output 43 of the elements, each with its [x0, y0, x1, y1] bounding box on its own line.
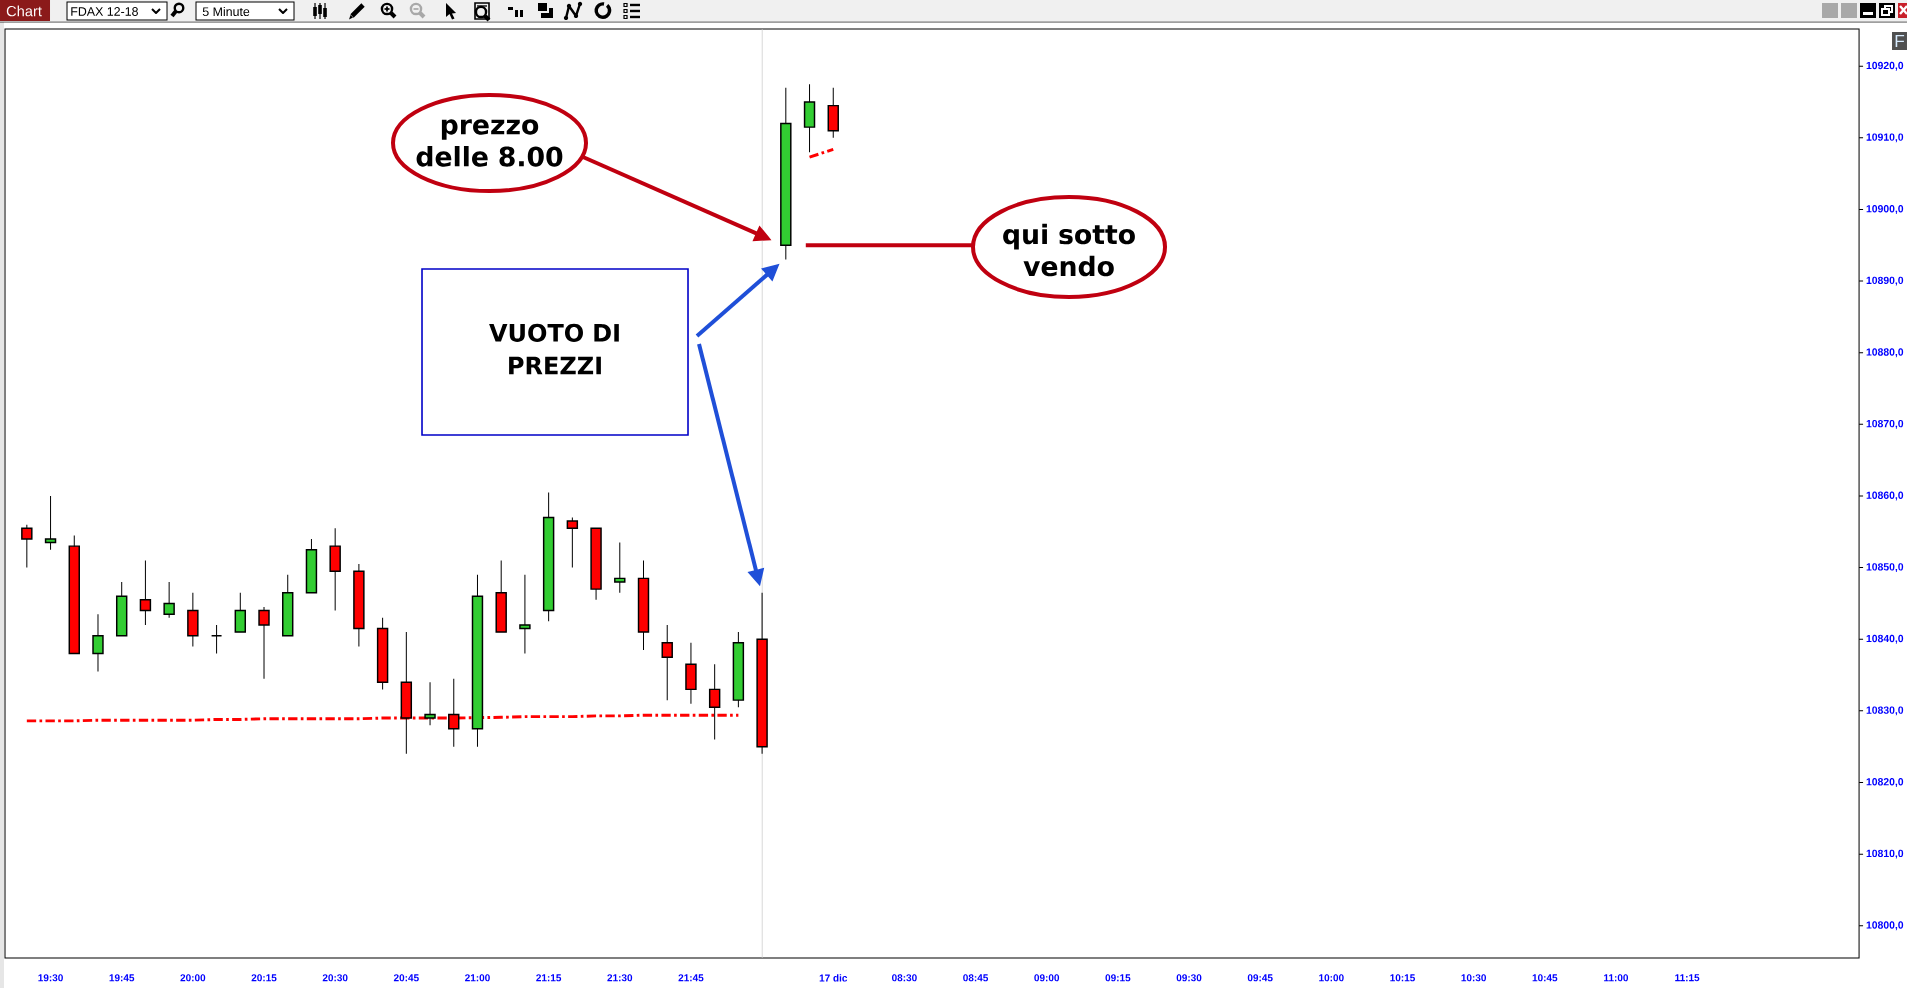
y-tick-label: 10920,0 — [1866, 61, 1904, 71]
x-tick-label: 20:00 — [180, 974, 206, 982]
x-tick-label: 10:45 — [1532, 974, 1558, 982]
y-tick-label: 10800,0 — [1866, 921, 1904, 931]
x-tick-label: 10:00 — [1319, 974, 1344, 982]
x-tick-label: 11:15 — [1675, 974, 1700, 982]
x-tick-label: 09:15 — [1105, 974, 1131, 982]
x-tick-label: 09:45 — [1247, 974, 1273, 982]
x-tick-label: 08:30 — [892, 974, 917, 982]
text: Chart — [6, 5, 42, 17]
y-tick-label: 10830,0 — [1866, 706, 1904, 716]
annotation: prezzo delle 8.00 — [416, 119, 563, 167]
annotation: VUOTO DI PREZZI — [489, 323, 619, 375]
x-tick-label: 19:30 — [38, 974, 63, 982]
y-tick-label: 10910,0 — [1866, 133, 1904, 143]
x-tick-label: 21:00 — [465, 974, 490, 982]
y-tick-label: 10850,0 — [1866, 563, 1904, 573]
y-tick-label: 10840,0 — [1866, 634, 1904, 644]
x-tick-label: 21:15 — [536, 974, 562, 982]
x-tick-label: 10:15 — [1390, 974, 1415, 982]
y-tick-label: 10870,0 — [1866, 419, 1904, 429]
text: F — [1895, 35, 1905, 47]
x-tick-label: 21:45 — [678, 974, 704, 982]
x-tick-label: 20:45 — [393, 974, 419, 982]
y-tick-label: 10900,0 — [1866, 205, 1904, 214]
x-tick-label: 20:15 — [251, 974, 277, 982]
y-tick-label: 10860,0 — [1866, 491, 1904, 501]
y-tick-label: 10880,0 — [1866, 348, 1904, 358]
x-tick-label: 19:45 — [109, 974, 135, 982]
x-tick-label: 21:30 — [607, 974, 633, 982]
y-tick-label: 10820,0 — [1866, 778, 1904, 787]
x-tick-label: 11:00 — [1604, 974, 1629, 982]
text: FDAX 12-18 — [71, 7, 138, 16]
text: 5 Minute — [202, 6, 250, 17]
x-tick-label: 09:00 — [1034, 974, 1060, 982]
annotation: qui sotto vendo — [1003, 223, 1135, 277]
y-tick-label: 10890,0 — [1866, 276, 1904, 286]
x-tick-label: 10:30 — [1461, 974, 1487, 982]
x-tick-label: 09:30 — [1176, 974, 1202, 982]
y-tick-label: 10810,0 — [1866, 849, 1904, 859]
x-tick-label: 17 dic — [819, 974, 848, 982]
x-tick-label: 08:45 — [963, 974, 989, 982]
x-tick-label: 20:30 — [322, 974, 348, 982]
